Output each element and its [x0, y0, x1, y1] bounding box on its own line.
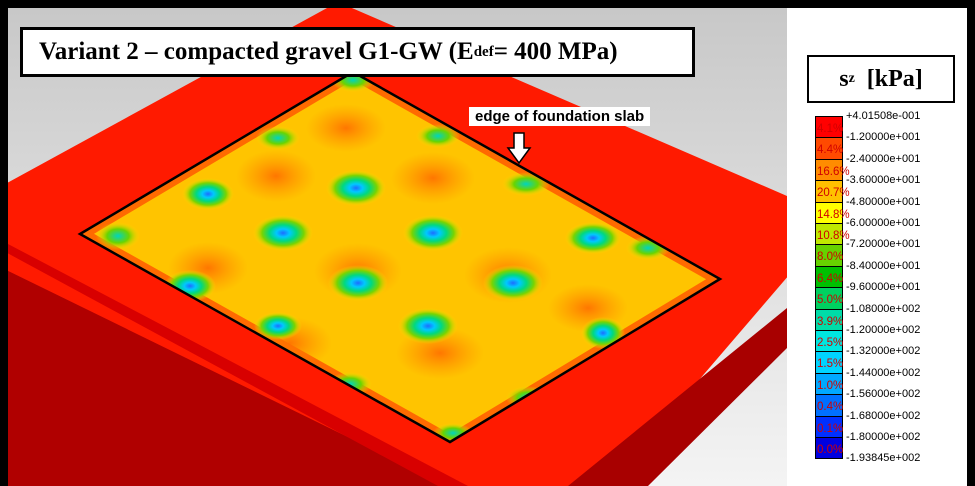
fem-view [8, 8, 787, 486]
legend-percent: 8.0% [817, 251, 844, 264]
plot-title: Variant 2 – compacted gravel G1-GW (E def… [20, 27, 695, 77]
legend-level-label: -7.20000e+001 [846, 238, 921, 251]
foundation-slab-edge [77, 70, 723, 444]
stress-contour-plot [8, 8, 787, 486]
legend-level-label: -1.93845e+002 [846, 452, 921, 465]
legend-percent: 4.1% [817, 123, 844, 135]
legend-percent: 3.9% [817, 315, 844, 328]
legend-level-label: -2.40000e+001 [846, 152, 921, 165]
legend-swatch [815, 437, 843, 460]
legend-level-label: -3.60000e+001 [846, 174, 921, 187]
legend-percent: 2.5% [817, 337, 844, 349]
legend-level-label: -8.40000e+001 [846, 259, 921, 272]
legend-percent: 0.1% [817, 422, 844, 435]
legend-percent: 5.0% [817, 294, 844, 307]
soil-block-side [8, 270, 448, 486]
legend-percent: 10.8% [817, 230, 850, 242]
legend-level-label: +4.01508e-001 [846, 110, 921, 122]
legend-scale: 4.1% 4.4% 16.6% 20.7% 14.8% 10.8% 8.0% 6.4% 5.0%… [815, 110, 965, 486]
legend-percent: 0.0% [817, 444, 844, 456]
legend-percent: 4.4% [817, 144, 844, 157]
title-subscript: def [473, 43, 494, 60]
legend-level-label: -1.80000e+002 [846, 431, 921, 443]
title-text: Variant 2 – compacted gravel G1-GW (E [39, 38, 474, 65]
legend-level-label: -9.60000e+001 [846, 281, 921, 294]
legend-percent: 16.6% [817, 165, 850, 178]
legend-percent: 14.8% [817, 208, 850, 221]
soil-block-side-right [568, 308, 787, 486]
callout-arrow [506, 132, 532, 165]
legend-percent: 6.4% [817, 272, 844, 285]
title-tail: = 400 MPa) [493, 38, 618, 65]
legend-percent: 1.5% [817, 358, 844, 371]
legend-level-label: -1.20000e+002 [846, 324, 921, 336]
legend-percent: 1.0% [817, 379, 844, 392]
legend-percent: 0.4% [817, 401, 844, 414]
legend-level-label: -1.56000e+002 [846, 388, 921, 401]
edge-stress-zones [96, 72, 670, 442]
legend-level-label: -1.08000e+002 [846, 302, 921, 315]
legend-level-label: -4.80000e+001 [846, 195, 921, 208]
legend-level-label: -1.20000e+001 [846, 131, 921, 144]
legend-percent: 20.7% [817, 187, 850, 200]
legend-level-label: -6.00000e+001 [846, 217, 921, 229]
legend-level-label: -1.44000e+002 [846, 366, 921, 379]
edge-callout-label: edge of foundation slab [469, 107, 651, 126]
legend-level-label: -1.68000e+002 [846, 409, 921, 422]
pile-stress-rings [164, 170, 625, 349]
legend-level-label: -1.32000e+002 [846, 345, 921, 358]
